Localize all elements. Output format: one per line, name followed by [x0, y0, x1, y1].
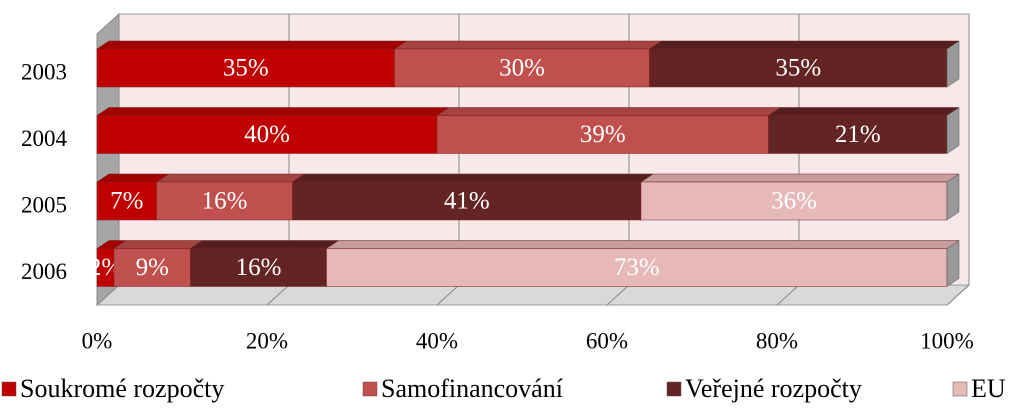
x-tick-label: 100% [920, 328, 974, 353]
bar-top [96, 40, 408, 50]
bar [394, 48, 650, 88]
bar [190, 248, 327, 287]
value-label: 39% [580, 121, 626, 148]
bar-top [189, 240, 340, 249]
legend-swatch [1, 381, 17, 397]
floor-grid-line [436, 284, 460, 306]
y-tick-label: 2005 [21, 192, 67, 217]
legend-swatch [362, 381, 378, 397]
bar-top [436, 107, 782, 116]
value-label: 7% [110, 188, 143, 215]
legend-swatch [952, 381, 968, 397]
bar [436, 115, 769, 154]
floor-grid-line [946, 284, 970, 306]
y-tick-label: 2006 [21, 259, 67, 284]
bar-end [946, 173, 960, 221]
bar-top [96, 173, 170, 183]
floor [95, 284, 971, 306]
floor-grid-line [266, 284, 290, 306]
bar [649, 48, 948, 88]
value-label: 41% [444, 188, 490, 215]
legend-label: Soukromé rozpočty [20, 374, 224, 403]
value-label: 30% [499, 55, 545, 82]
legend-swatch [666, 381, 682, 397]
bar [96, 48, 395, 88]
x-tick-label: 80% [756, 328, 798, 353]
bar-top [113, 240, 204, 249]
legend-label: Veřejné rozpočty [685, 374, 862, 403]
bar-end [946, 40, 960, 88]
floor-grid-line [606, 284, 630, 306]
floor-grid-line [776, 284, 800, 306]
value-label: 35% [223, 55, 269, 82]
bar-top [291, 173, 654, 183]
bar-top [325, 240, 960, 249]
bar [326, 248, 948, 287]
legend-label: Samofinancování [381, 374, 563, 403]
bar [156, 181, 293, 221]
bar [640, 181, 948, 221]
bar [113, 248, 191, 287]
bar-end [946, 107, 960, 154]
bar [292, 181, 642, 221]
value-label: 16% [236, 254, 282, 281]
x-tick-label: 0% [82, 328, 113, 353]
bar-top [155, 173, 306, 183]
value-label: 35% [775, 55, 821, 82]
x-tick-label: 20% [246, 328, 288, 353]
bar [96, 115, 438, 154]
bar-top [648, 40, 960, 50]
y-tick-label: 2004 [21, 126, 68, 151]
y-tick-label: 2003 [21, 59, 67, 84]
x-tick-label: 60% [586, 328, 628, 353]
value-label: 73% [614, 254, 660, 281]
bar-top [96, 107, 450, 116]
bar-top [767, 107, 960, 116]
value-label: 36% [771, 188, 817, 215]
value-label: 40% [244, 121, 290, 148]
value-label: 16% [202, 188, 248, 215]
bar-top [393, 40, 663, 50]
legend-label: EU [971, 374, 1006, 403]
x-tick-label: 40% [416, 328, 458, 353]
bar [96, 181, 157, 221]
floor-grid-line [96, 284, 120, 306]
value-label: 21% [835, 121, 881, 148]
value-label: 9% [136, 254, 169, 281]
bar [768, 115, 948, 154]
bar-end [946, 240, 960, 287]
bar-top [640, 173, 960, 183]
